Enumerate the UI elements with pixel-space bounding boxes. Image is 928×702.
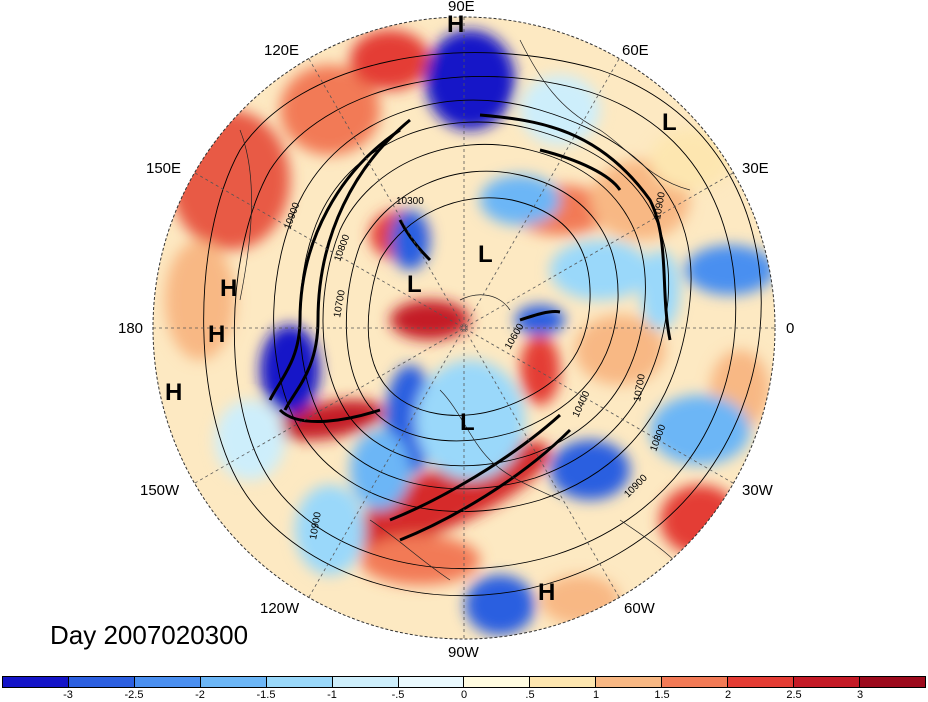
colorbar-swatch: [134, 677, 201, 687]
colorbar-tick-label: 3: [856, 689, 864, 701]
colorbar-swatch: [662, 677, 729, 687]
pressure-center-high: H: [208, 321, 225, 348]
colorbar-swatch: [398, 677, 465, 687]
longitude-label-120w: 120W: [260, 600, 300, 617]
colorbar-tick-label: -.5: [391, 689, 405, 701]
colorbar-swatch: [530, 677, 597, 687]
colorbar-swatch: [794, 677, 860, 687]
pressure-center-high: H: [165, 379, 182, 406]
longitude-label-60w: 60W: [624, 600, 655, 617]
colorbar-tick-label: -3: [63, 689, 73, 701]
longitude-label-90w: 90W: [448, 644, 479, 661]
pressure-center-high: H: [220, 275, 237, 302]
colorbar-tick-label: 1: [592, 689, 600, 701]
longitude-label-30e: 30E: [742, 160, 769, 177]
longitude-label-60e: 60E: [622, 42, 649, 59]
pressure-center-high: H: [447, 11, 464, 38]
pressure-centers: H L L L L H H H H: [165, 11, 677, 606]
graticule: [153, 17, 775, 639]
colorbar-tick-label: .5: [525, 689, 535, 701]
day-label: Day 2007020300: [50, 620, 249, 650]
longitude-label-180: 180: [118, 320, 144, 337]
pressure-center-high: H: [538, 579, 555, 606]
colorbar-swatch: [332, 677, 399, 687]
colorbar-tick-label: -2: [195, 689, 205, 701]
longitude-label-150w: 150W: [140, 482, 180, 499]
map-boundary: [152, 16, 776, 640]
longitude-label-120e: 120E: [264, 42, 300, 59]
contour-label: 10700: [632, 373, 648, 403]
longitude-label-90e: 90E: [448, 0, 475, 15]
contour-label: 10900: [308, 511, 324, 541]
colorbar-swatch: [728, 677, 795, 687]
colorbar-swatch: [68, 677, 135, 687]
contour-label: 10700: [332, 289, 348, 319]
colorbar-swatch: [266, 677, 333, 687]
longitude-label-30w: 30W: [742, 482, 773, 499]
pressure-center-low: L: [407, 271, 422, 298]
pressure-center-low: L: [662, 109, 677, 136]
colorbar: [2, 676, 926, 688]
contour-label: 10900: [652, 191, 668, 221]
colorbar-tick-label: 0: [460, 689, 468, 701]
colorbar-tick-label: 1.5: [654, 689, 670, 701]
colorbar-tick-label: -1.5: [256, 689, 276, 701]
pressure-center-low: L: [460, 409, 475, 436]
colorbar-tick-label: 2: [724, 689, 732, 701]
colorbar-swatch: [859, 677, 925, 687]
colorbar-swatch: [596, 677, 663, 687]
contour-label: 10300: [396, 196, 424, 207]
pressure-center-low: L: [478, 241, 493, 268]
colorbar-tick-label: -2.5: [124, 689, 144, 701]
colorbar-swatch: [3, 677, 69, 687]
colorbar-tick-label: 2.5: [786, 689, 802, 701]
colorbar-tick-label: -1: [327, 689, 337, 701]
colorbar-swatch: [200, 677, 267, 687]
jet-contours: [268, 113, 672, 542]
longitude-label-0: 0: [786, 320, 795, 337]
colorbar-swatch: [464, 677, 531, 687]
longitude-label-150e: 150E: [146, 160, 182, 177]
